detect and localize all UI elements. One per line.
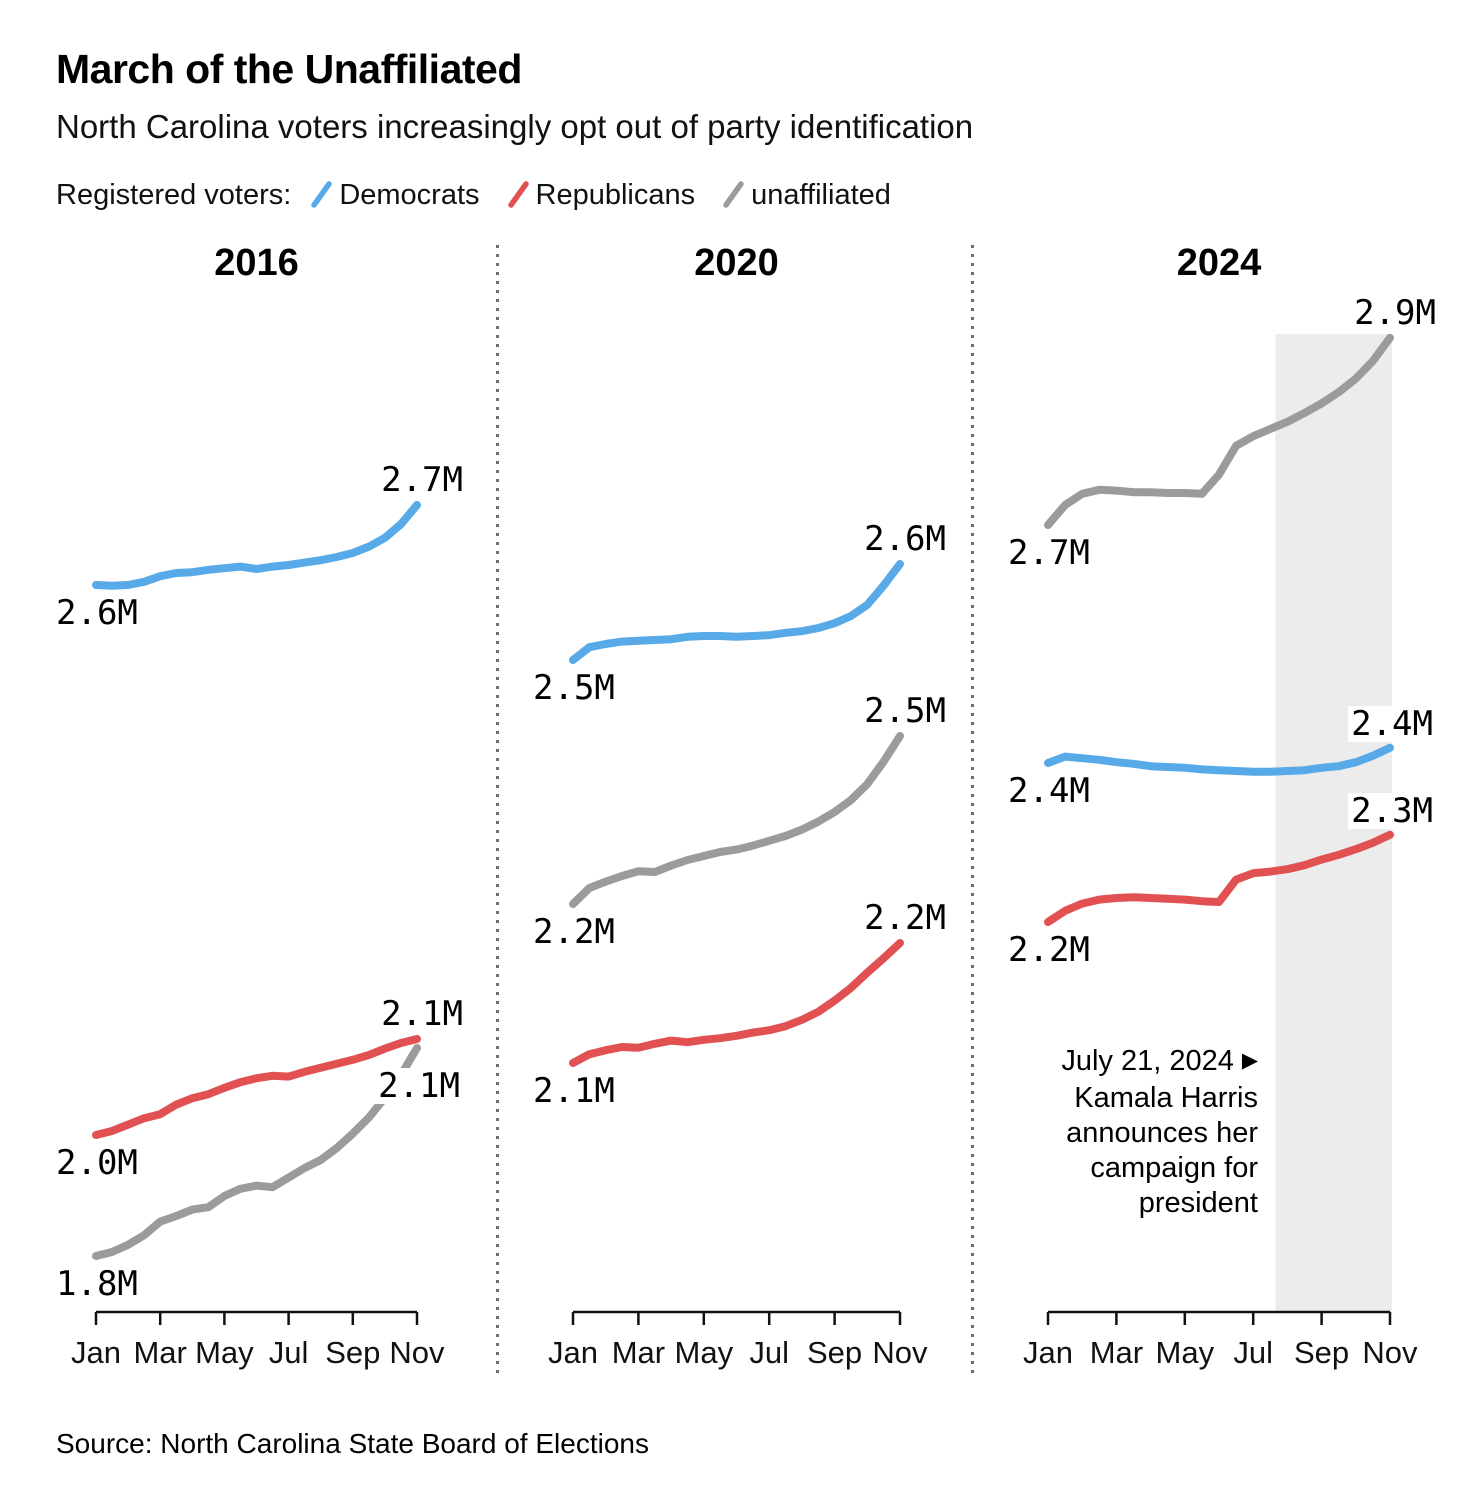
axis-month-label: Jan (1023, 1335, 1073, 1370)
line-unaffiliated (569, 732, 904, 908)
line-republicans (92, 1035, 421, 1139)
axis-month-label: Jul (1233, 1335, 1273, 1370)
axis-month-label: Sep (807, 1335, 863, 1370)
annotation-line: Kamala Harris (1074, 1082, 1258, 1114)
legend-label: Registered voters: (56, 178, 292, 211)
arrow-right-icon: ▶ (1241, 1049, 1258, 1072)
end-value-label-republicans: 2.1M (381, 994, 463, 1034)
legend: Registered voters: Democrats Republicans u… (56, 178, 891, 212)
line-democrats (1044, 743, 1394, 776)
end-value-label-democrats: 2.4M (1348, 705, 1436, 742)
axis-month-label: Mar (1089, 1335, 1144, 1370)
panel-year-title: 2024 (1176, 242, 1262, 284)
legend-item-unaffiliated: unaffiliated (719, 178, 891, 212)
start-value-label-unaffiliated: 1.8M (56, 1264, 138, 1304)
end-value-label-unaffiliated: 2.1M (375, 1068, 463, 1104)
annotation-date-line: July 21, 2024 ▶ (1061, 1045, 1258, 1077)
legend-items: Democrats Republicans unaffiliated (307, 178, 891, 212)
axis-month-label: May (1155, 1335, 1215, 1370)
legend-item-republicans: Republicans (504, 178, 696, 212)
line-unaffiliated (92, 1044, 421, 1260)
axis-month-label: Nov (389, 1335, 445, 1370)
axis-month-label: Mar (611, 1335, 666, 1370)
panel-year-title: 2016 (214, 242, 299, 284)
end-value-label-unaffiliated: 2.5M (864, 691, 946, 731)
line-republicans (1044, 830, 1394, 926)
panel-separator (971, 245, 974, 1373)
end-value-label-unaffiliated: 2.9M (1354, 292, 1436, 333)
line-democrats (569, 560, 904, 664)
start-value-label-republicans: 2.2M (1008, 930, 1090, 970)
panel-year-title: 2020 (694, 242, 779, 284)
axis-month-label: Nov (872, 1335, 928, 1370)
annotation-line: announces her (1066, 1117, 1258, 1149)
line-unaffiliated (1044, 333, 1394, 529)
start-value-label-unaffiliated: 2.2M (533, 912, 615, 952)
start-value-label-democrats: 2.5M (533, 668, 615, 708)
start-value-label-republicans: 2.0M (56, 1143, 138, 1183)
legend-item-label: Republicans (535, 178, 696, 211)
start-value-label-democrats: 2.4M (1008, 771, 1090, 811)
axis-month-label: Jan (71, 1335, 121, 1370)
chart-title: March of the Unaffiliated (56, 46, 522, 92)
start-value-label-democrats: 2.6M (56, 593, 138, 633)
axis-month-label: Sep (1294, 1335, 1350, 1370)
end-value-label-democrats: 2.7M (381, 460, 463, 500)
line-democrats (92, 501, 421, 590)
axis-month-label: Jan (548, 1335, 598, 1370)
axis-month-label: Jul (268, 1335, 309, 1370)
axis-month-label: May (674, 1335, 734, 1370)
line-swatch-icon (507, 181, 529, 208)
annotation-line: campaign for (1090, 1152, 1258, 1184)
panel-separator (496, 245, 499, 1373)
line-swatch-icon (311, 181, 333, 208)
end-value-label-republicans: 2.3M (1348, 792, 1436, 829)
axis-month-label: Jul (749, 1335, 789, 1370)
chart-subtitle: North Carolina voters increasingly opt o… (56, 108, 974, 145)
annotation-line: president (1138, 1187, 1258, 1219)
line-swatch-icon (723, 181, 744, 208)
end-value-label-democrats: 2.6M (864, 519, 946, 559)
axis-month-label: Mar (133, 1335, 187, 1370)
axis-month-label: Nov (1362, 1335, 1418, 1370)
start-value-label-unaffiliated: 2.7M (1008, 533, 1090, 573)
line-republicans (569, 939, 904, 1067)
axis-month-label: Sep (325, 1335, 381, 1370)
source-note: Source: North Carolina State Board of El… (56, 1428, 649, 1459)
legend-item-democrats: Democrats (307, 178, 480, 212)
axis-month-label: May (195, 1335, 254, 1370)
legend-item-label: unaffiliated (751, 178, 891, 211)
end-value-label-republicans: 2.2M (864, 898, 946, 938)
legend-item-label: Democrats (339, 178, 480, 211)
event-annotation: July 21, 2024 ▶ Kamala Harris announces h… (1061, 1044, 1258, 1221)
start-value-label-republicans: 2.1M (533, 1071, 615, 1111)
